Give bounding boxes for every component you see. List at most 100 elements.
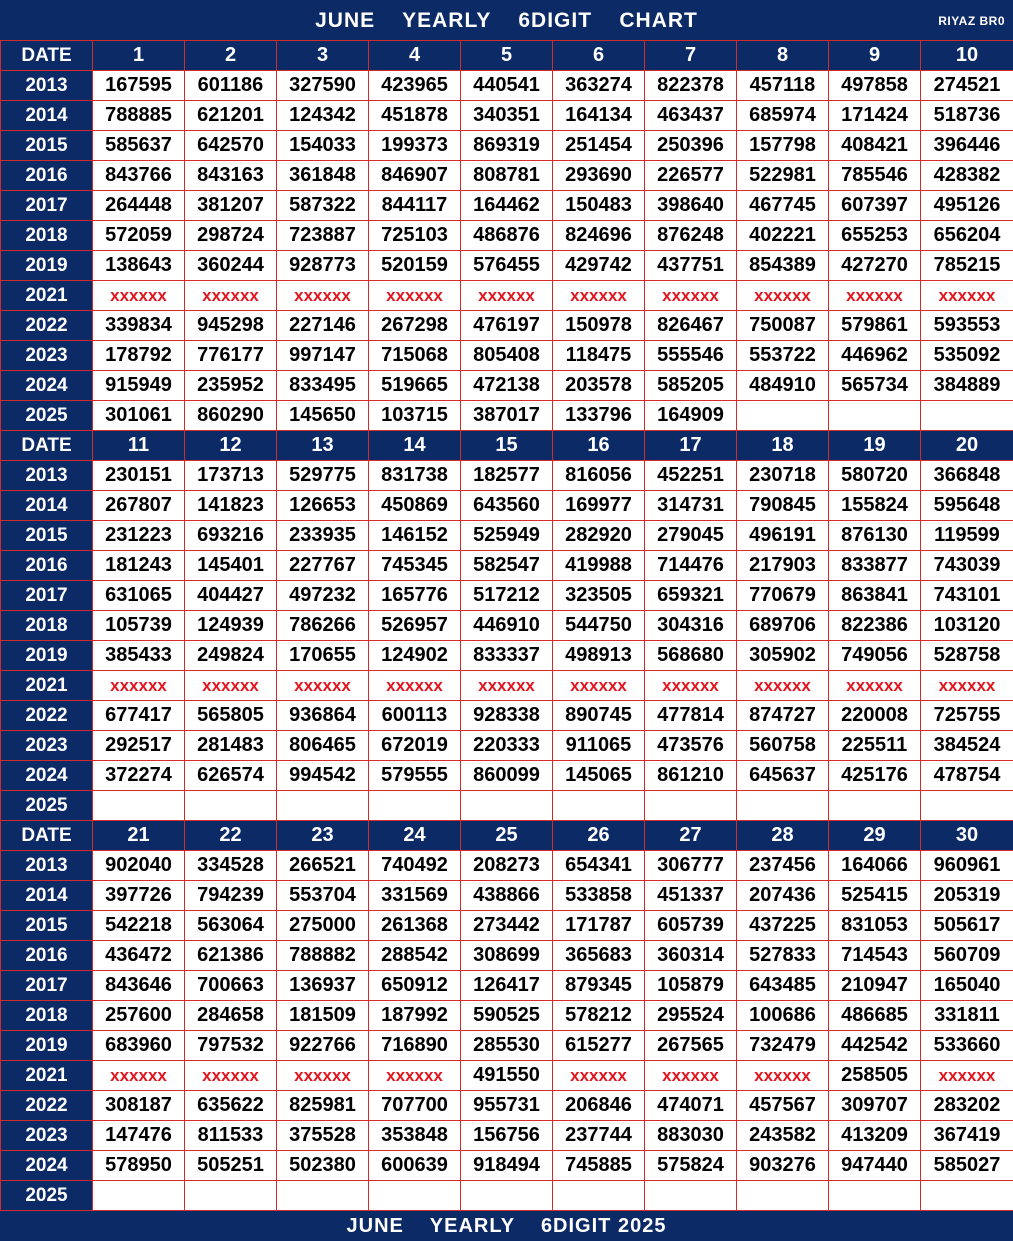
result-cell: 643560 [460,490,553,521]
year-label: 2015 [0,910,93,941]
result-cell: 136937 [276,970,369,1001]
result-cell: 264448 [92,190,185,221]
result-cell: 654341 [552,850,645,881]
result-cell: 419988 [552,550,645,581]
result-cell: 883030 [644,1120,737,1151]
result-cell: 226577 [644,160,737,191]
result-cell: 575824 [644,1150,737,1181]
result-cell: 126417 [460,970,553,1001]
result-cell: 879345 [552,970,645,1001]
result-cell: 749056 [828,640,921,671]
footer-title: JUNE YEARLY 6DIGIT 2025 [0,1215,1013,1238]
missing-result-cell: xxxxxx [920,670,1013,701]
result-cell: 230151 [92,460,185,491]
year-row: 2025 [0,1180,1013,1211]
result-cell: 187992 [368,1000,461,1031]
year-row: 2021 xxxxxx xxxxxx xxxxxx xxxxxx 491550 xxxxxx… [0,1060,1013,1091]
result-cell: 384889 [920,370,1013,401]
result-cell: 528758 [920,640,1013,671]
result-cell: 650912 [368,970,461,1001]
result-cell: 497858 [828,70,921,101]
missing-result-cell: xxxxxx [368,670,461,701]
year-row: 2013 230151 173713 529775 831738 182577 816056… [0,460,1013,491]
missing-result-cell: xxxxxx [644,280,737,311]
result-cell: 165776 [368,580,461,611]
year-row: 2018 572059 298724 723887 725103 486876 824696… [0,220,1013,251]
result-cell: 387017 [460,400,553,431]
result-cell: 100686 [736,1000,829,1031]
result-cell: 375528 [276,1120,369,1151]
result-cell: 843646 [92,970,185,1001]
result-cell: 587322 [276,190,369,221]
result-cell: 806465 [276,730,369,761]
result-cell: 230718 [736,460,829,491]
result-cell: 306777 [644,850,737,881]
result-cell: 304316 [644,610,737,641]
empty-cell [184,790,277,821]
year-label: 2014 [0,880,93,911]
result-cell: 305902 [736,640,829,671]
result-cell: 844117 [368,190,461,221]
result-cell: 600113 [368,700,461,731]
result-cell: 283202 [920,1090,1013,1121]
result-cell: 743039 [920,550,1013,581]
result-cell: 585027 [920,1150,1013,1181]
result-cell: 150483 [552,190,645,221]
day-number: 13 [276,430,369,461]
result-cell: 580720 [828,460,921,491]
result-cell: 467745 [736,190,829,221]
result-cell: 601186 [184,70,277,101]
year-label: 2013 [0,850,93,881]
missing-result-cell: xxxxxx [276,280,369,311]
result-cell: 220333 [460,730,553,761]
result-cell: 474071 [644,1090,737,1121]
year-label: 2016 [0,160,93,191]
result-cell: 385433 [92,640,185,671]
result-cell: 425176 [828,760,921,791]
year-row: 2014 788885 621201 124342 451878 340351 164134… [0,100,1013,131]
result-cell: 275000 [276,910,369,941]
year-row: 2021 xxxxxx xxxxxx xxxxxx xxxxxx xxxxxx xxxxxx… [0,670,1013,701]
title-chart: CHART [619,9,698,32]
result-cell: 955731 [460,1090,553,1121]
result-cell: 911065 [552,730,645,761]
result-cell: 208273 [460,850,553,881]
year-row: 2025 [0,790,1013,821]
missing-result-cell: xxxxxx [552,280,645,311]
result-cell: 723887 [276,220,369,251]
result-cell: 635622 [184,1090,277,1121]
result-cell: 274521 [920,70,1013,101]
title-yearly: YEARLY [402,9,491,32]
results-table: DATE 1 2 3 4 5 6 7 8 9 10 2013 167595 601186 327590 423… [0,40,1013,1211]
result-cell: 251454 [552,130,645,161]
result-cell: 105879 [644,970,737,1001]
result-cell: 281483 [184,730,277,761]
day-number: 16 [552,430,645,461]
missing-result-cell: xxxxxx [184,280,277,311]
result-cell: 685974 [736,100,829,131]
result-cell: 327590 [276,70,369,101]
result-cell: 565805 [184,700,277,731]
day-number: 24 [368,820,461,851]
result-cell: 578212 [552,1000,645,1031]
result-cell: 164909 [644,400,737,431]
result-cell: 164462 [460,190,553,221]
year-label: 2021 [0,1060,93,1091]
result-cell: 843163 [184,160,277,191]
result-cell: 486685 [828,1000,921,1031]
day-header-row: DATE 11 12 13 14 15 16 17 18 19 20 [0,430,1013,461]
result-cell: 446910 [460,610,553,641]
year-label: 2017 [0,970,93,1001]
result-cell: 533858 [552,880,645,911]
result-cell: 314731 [644,490,737,521]
result-cell: 918494 [460,1150,553,1181]
result-cell: 442542 [828,1030,921,1061]
empty-cell [92,1180,185,1211]
year-label: 2025 [0,790,93,821]
year-row: 2019 138643 360244 928773 520159 576455 429742… [0,250,1013,281]
result-cell: 519665 [368,370,461,401]
result-cell: 476197 [460,310,553,341]
year-label: 2022 [0,310,93,341]
table-body: DATE 1 2 3 4 5 6 7 8 9 10 2013 167595 601186 327590 423… [0,40,1013,1211]
result-cell: 876130 [828,520,921,551]
